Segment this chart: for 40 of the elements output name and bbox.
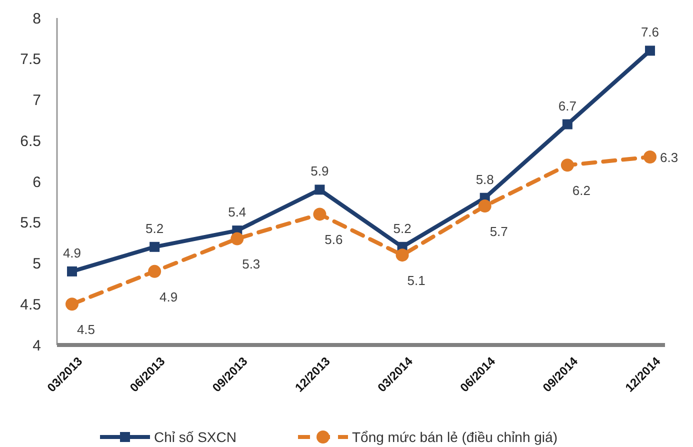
point [478,200,492,213]
data-label: 5.9 [310,164,329,179]
data-label: 7.6 [640,24,660,40]
data-label: 6.3 [660,150,678,165]
data-label: 5.2 [393,220,412,236]
point [313,208,326,221]
point [644,150,656,164]
data-label: 5.7 [490,224,508,240]
data-label: 6.7 [558,98,576,114]
data-label: 5.2 [146,220,164,236]
data-label: 5.3 [242,256,260,272]
point [67,266,77,276]
legend-label: Chỉ số SXCN [154,428,236,445]
data-label: 5.8 [476,172,494,187]
y-tick-label: 4.5 [20,296,41,314]
data-label: 6.2 [572,183,590,198]
data-label: 5.4 [228,204,246,220]
point [314,184,325,195]
data-label: 4.9 [160,289,178,304]
point [66,298,78,311]
point [150,242,160,252]
y-tick-label: 4 [32,337,41,354]
point [560,158,574,172]
legend-label: Tổng mức bán lẻ (điều chỉnh giá) [352,428,558,445]
data-label: 4.9 [62,245,82,260]
y-tick-label: 8 [32,10,41,28]
point [562,119,572,130]
y-tick-label: 7.5 [20,51,41,68]
y-tick-label: 5 [32,256,41,272]
y-tick-label: 6.5 [20,132,41,150]
point [396,248,409,262]
point [645,46,655,56]
data-label: 4.5 [76,322,96,338]
y-tick-label: 7 [32,92,41,109]
point [148,264,162,278]
y-tick-label: 6 [32,174,41,191]
y-tick-label: 5.5 [20,214,41,232]
data-label: 5.6 [324,232,343,248]
data-label: 5.1 [407,273,426,288]
point [230,232,244,246]
